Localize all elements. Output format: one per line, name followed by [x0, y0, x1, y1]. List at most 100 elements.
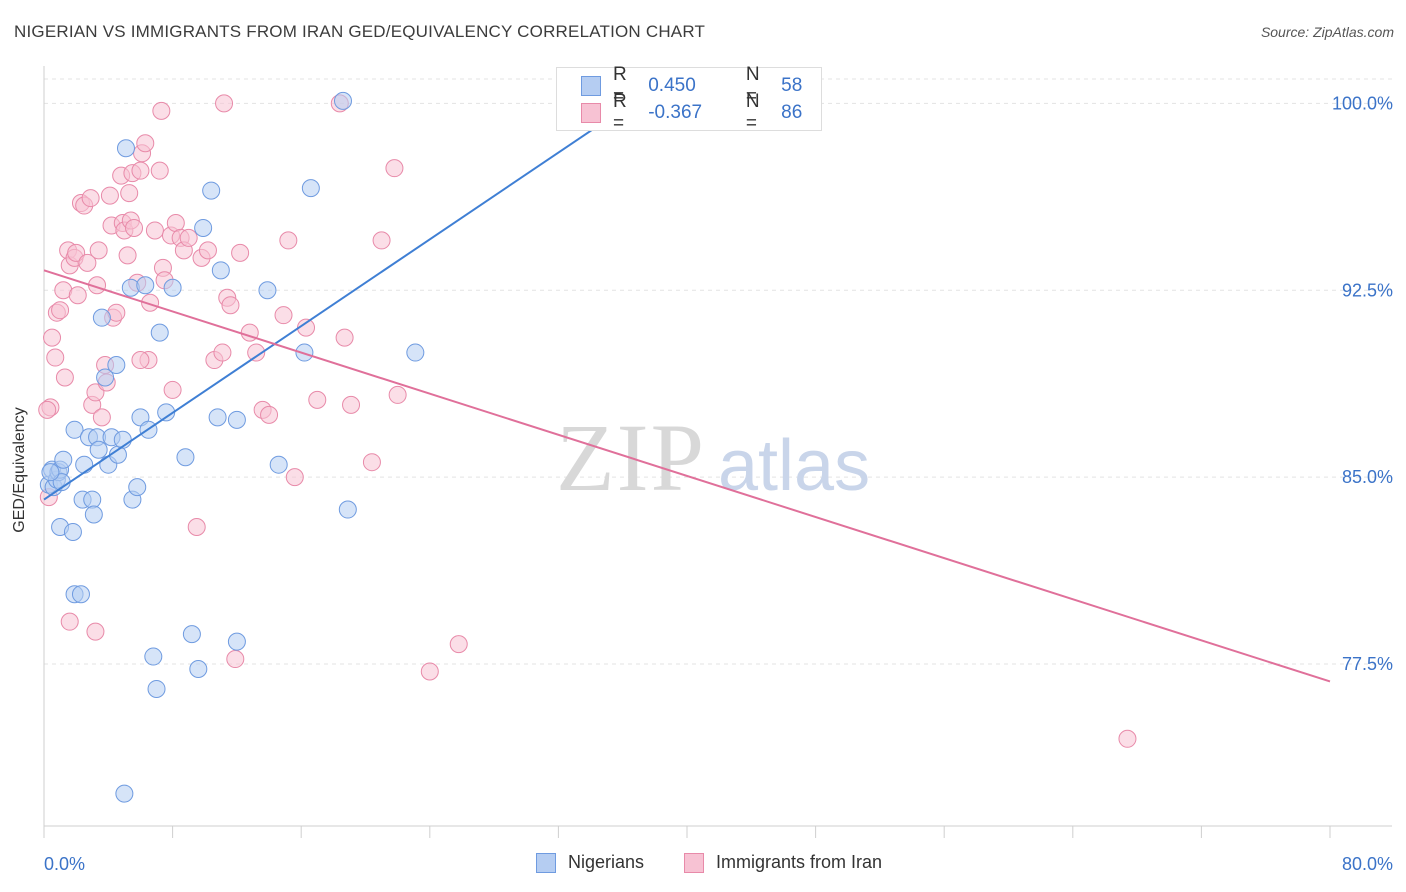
point-iran [100, 186, 119, 205]
axes [43, 66, 1392, 838]
point-nigerians [75, 455, 94, 474]
point-iran [51, 301, 70, 320]
point-iran [78, 253, 97, 272]
point-iran [60, 612, 79, 631]
point-iran [231, 243, 250, 262]
point-iran [1118, 729, 1137, 748]
legend-r-label: R = [612, 91, 627, 134]
y-tick-labels: 77.5% 85.0% 92.5% 100.0% [1332, 93, 1393, 674]
series-iran-points [38, 94, 1137, 748]
legend-row-iran: R = -0.367 N = 86 [581, 91, 821, 134]
point-iran [152, 101, 171, 120]
legend-row-nigerians: R = 0.450 N = 58 [581, 64, 821, 107]
series-legend: Nigerians Immigrants from Iran [0, 852, 1406, 878]
point-nigerians [189, 660, 208, 679]
point-iran [335, 328, 354, 347]
point-iran [55, 368, 74, 387]
point-nigerians [211, 261, 230, 280]
legend-r-value: 0.450 [648, 75, 696, 96]
point-iran [46, 348, 65, 367]
point-nigerians [208, 408, 227, 427]
point-iran [388, 385, 407, 404]
point-iran [215, 94, 234, 113]
point-iran [221, 296, 240, 315]
point-nigerians [136, 276, 155, 295]
point-iran [92, 408, 111, 427]
point-iran [247, 343, 266, 362]
point-nigerians [227, 410, 246, 429]
point-iran [226, 650, 245, 669]
point-nigerians [63, 522, 82, 541]
point-nigerians [269, 455, 288, 474]
point-nigerians [116, 139, 135, 158]
point-iran [279, 231, 298, 250]
point-nigerians [150, 323, 169, 342]
trend-line-nigerians [43, 97, 640, 501]
y-tick-label: 100.0% [1332, 93, 1393, 113]
point-nigerians [227, 632, 246, 651]
legend-swatch-blue [581, 76, 601, 96]
point-iran [308, 390, 327, 409]
point-iran [131, 161, 150, 180]
correlation-legend: R = 0.450 N = 58 R = -0.367 N = 86 [556, 64, 822, 134]
legend-item-nigerians[interactable]: Nigerians [536, 852, 644, 873]
legend-label-nigerians: Nigerians [568, 852, 645, 872]
point-iran [38, 400, 57, 419]
point-nigerians [194, 218, 213, 237]
point-nigerians [84, 505, 103, 524]
chart-title: NIGERIAN VS IMMIGRANTS FROM IRAN GED/EQU… [14, 22, 706, 41]
point-nigerians [301, 179, 320, 198]
x-tick-label-max: 80.0% [1342, 854, 1393, 874]
point-nigerians [406, 343, 425, 362]
legend-label-iran: Immigrants from Iran [716, 852, 883, 872]
point-iran [120, 184, 139, 203]
y-axis-label: GED/Equivalency [11, 407, 28, 533]
point-nigerians [176, 448, 195, 467]
legend-item-iran[interactable]: Immigrants from Iran [684, 852, 882, 873]
point-iran [385, 159, 404, 178]
point-iran [150, 161, 169, 180]
point-iran [141, 293, 160, 312]
y-tick-label: 92.5% [1342, 280, 1393, 300]
legend-swatch-pink [581, 103, 601, 123]
point-iran [68, 286, 87, 305]
point-iran [163, 380, 182, 399]
point-nigerians [71, 585, 90, 604]
y-tick-label: 77.5% [1342, 654, 1393, 674]
point-nigerians [54, 450, 73, 469]
legend-n-value: 58 [781, 75, 803, 96]
point-nigerians [107, 356, 126, 375]
point-iran [179, 228, 198, 247]
source-label: Source: ZipAtlas.com [1260, 24, 1394, 40]
point-iran [125, 218, 144, 237]
point-nigerians [83, 490, 102, 509]
point-iran [260, 405, 279, 424]
point-iran [285, 468, 304, 487]
point-nigerians [65, 420, 84, 439]
legend-r-value: -0.367 [648, 102, 703, 123]
gridlines [44, 78, 1392, 665]
point-iran [86, 622, 105, 641]
point-iran [89, 241, 108, 260]
point-nigerians [89, 440, 108, 459]
point-iran [449, 635, 468, 654]
point-iran [67, 243, 86, 262]
point-nigerians [128, 478, 147, 497]
point-iran [86, 383, 105, 402]
point-nigerians [115, 784, 134, 803]
point-nigerians [333, 91, 352, 110]
point-nigerians [144, 647, 163, 666]
point-iran [187, 517, 206, 536]
point-iran [342, 395, 361, 414]
watermark-atlas: atlas [718, 426, 870, 506]
point-iran [198, 241, 217, 260]
x-tick-label-min: 0.0% [44, 854, 85, 874]
point-iran [131, 351, 150, 370]
legend-n-label: N = [745, 91, 760, 134]
point-iran [145, 221, 164, 240]
point-nigerians [202, 181, 221, 200]
point-iran [420, 662, 439, 681]
series-nigerians-points [39, 91, 637, 803]
legend-n-value: 86 [781, 102, 803, 123]
